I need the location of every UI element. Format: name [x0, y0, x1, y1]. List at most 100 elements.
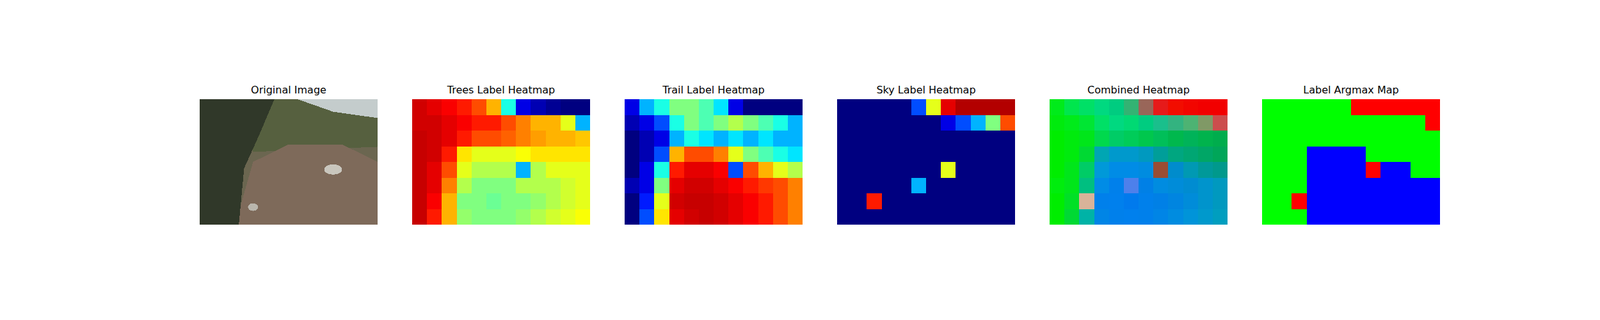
cell: [911, 99, 927, 116]
cell: [1410, 146, 1426, 163]
cell: [1212, 209, 1228, 226]
cell: [669, 146, 685, 163]
cell: [896, 146, 912, 163]
cell: [1123, 161, 1140, 178]
cell: [1079, 209, 1095, 226]
cell: [624, 115, 640, 132]
cell: [1291, 161, 1307, 178]
cell: [787, 115, 803, 132]
cell: [911, 130, 927, 147]
cell: [881, 130, 898, 147]
cell: [911, 115, 927, 132]
cell: [985, 209, 1001, 226]
cell: [1138, 193, 1154, 210]
cell: [486, 193, 502, 210]
cell: [728, 146, 744, 163]
cell: [881, 209, 898, 226]
cell: [1138, 209, 1154, 226]
cell: [970, 161, 987, 178]
cell: [758, 193, 774, 210]
cell: [911, 146, 927, 163]
cell: [1183, 209, 1199, 226]
cell: [1365, 209, 1382, 226]
cell: [530, 146, 546, 163]
cell: [866, 130, 882, 147]
cell: [575, 161, 591, 178]
cell: [1425, 115, 1440, 132]
cell: [926, 209, 942, 226]
cell: [866, 193, 882, 210]
panel-image: [199, 99, 378, 225]
cell: [1276, 177, 1293, 194]
cell: [1109, 146, 1125, 163]
cell: [1168, 177, 1184, 194]
cell: [1410, 115, 1426, 132]
cell: [1064, 193, 1080, 210]
cell: [1064, 99, 1080, 116]
cell: [426, 193, 443, 210]
cell: [530, 177, 546, 194]
cell: [1138, 146, 1154, 163]
cell: [758, 209, 774, 226]
cell: [837, 209, 853, 226]
cell: [684, 130, 700, 147]
cell: [654, 146, 670, 163]
panel-title: Trees Label Heatmap: [446, 83, 556, 96]
cell: [773, 130, 789, 147]
cell: [1212, 161, 1228, 178]
cell: [1064, 130, 1080, 147]
cell: [713, 99, 729, 116]
cell: [1410, 99, 1426, 116]
cell: [1094, 115, 1110, 132]
cell: [743, 177, 759, 194]
cell: [758, 130, 774, 147]
cell: [456, 161, 473, 178]
cell: [639, 146, 655, 163]
cell: [515, 209, 532, 226]
cell: [1183, 99, 1199, 116]
cell: [501, 177, 517, 194]
cell: [426, 161, 443, 178]
panel-title: Trail Label Heatmap: [661, 83, 765, 96]
cell: [1000, 99, 1016, 116]
cell: [896, 209, 912, 226]
cell: [1183, 193, 1199, 210]
cell: [1425, 177, 1440, 194]
cell: [713, 193, 729, 210]
cell: [1395, 209, 1412, 226]
cell: [851, 177, 868, 194]
cell: [1064, 115, 1080, 132]
cell: [1212, 177, 1228, 194]
cell: [471, 209, 488, 226]
cell: [1168, 130, 1184, 147]
cell: [575, 115, 591, 132]
cell: [1380, 177, 1396, 194]
cell: [471, 99, 488, 116]
cell: [837, 115, 853, 132]
cell: [970, 130, 987, 147]
cell: [896, 115, 912, 132]
cell: [1064, 161, 1080, 178]
cell: [985, 130, 1001, 147]
cell: [1079, 161, 1095, 178]
cell: [773, 161, 789, 178]
cell: [1168, 193, 1184, 210]
cell: [1109, 177, 1125, 194]
cell: [684, 193, 700, 210]
cell: [896, 193, 912, 210]
cell: [1123, 115, 1140, 132]
cell: [560, 161, 576, 178]
cell: [545, 193, 562, 210]
cell: [486, 99, 502, 116]
cell: [486, 130, 502, 147]
cell: [1138, 115, 1154, 132]
cell: [1291, 193, 1307, 210]
cell: [1276, 209, 1293, 226]
cell: [743, 146, 759, 163]
cell: [1153, 209, 1169, 226]
cell: [896, 99, 912, 116]
cell: [1380, 146, 1396, 163]
panel-title: Label Argmax Map: [1303, 83, 1399, 96]
cell: [639, 177, 655, 194]
cell: [1365, 115, 1382, 132]
